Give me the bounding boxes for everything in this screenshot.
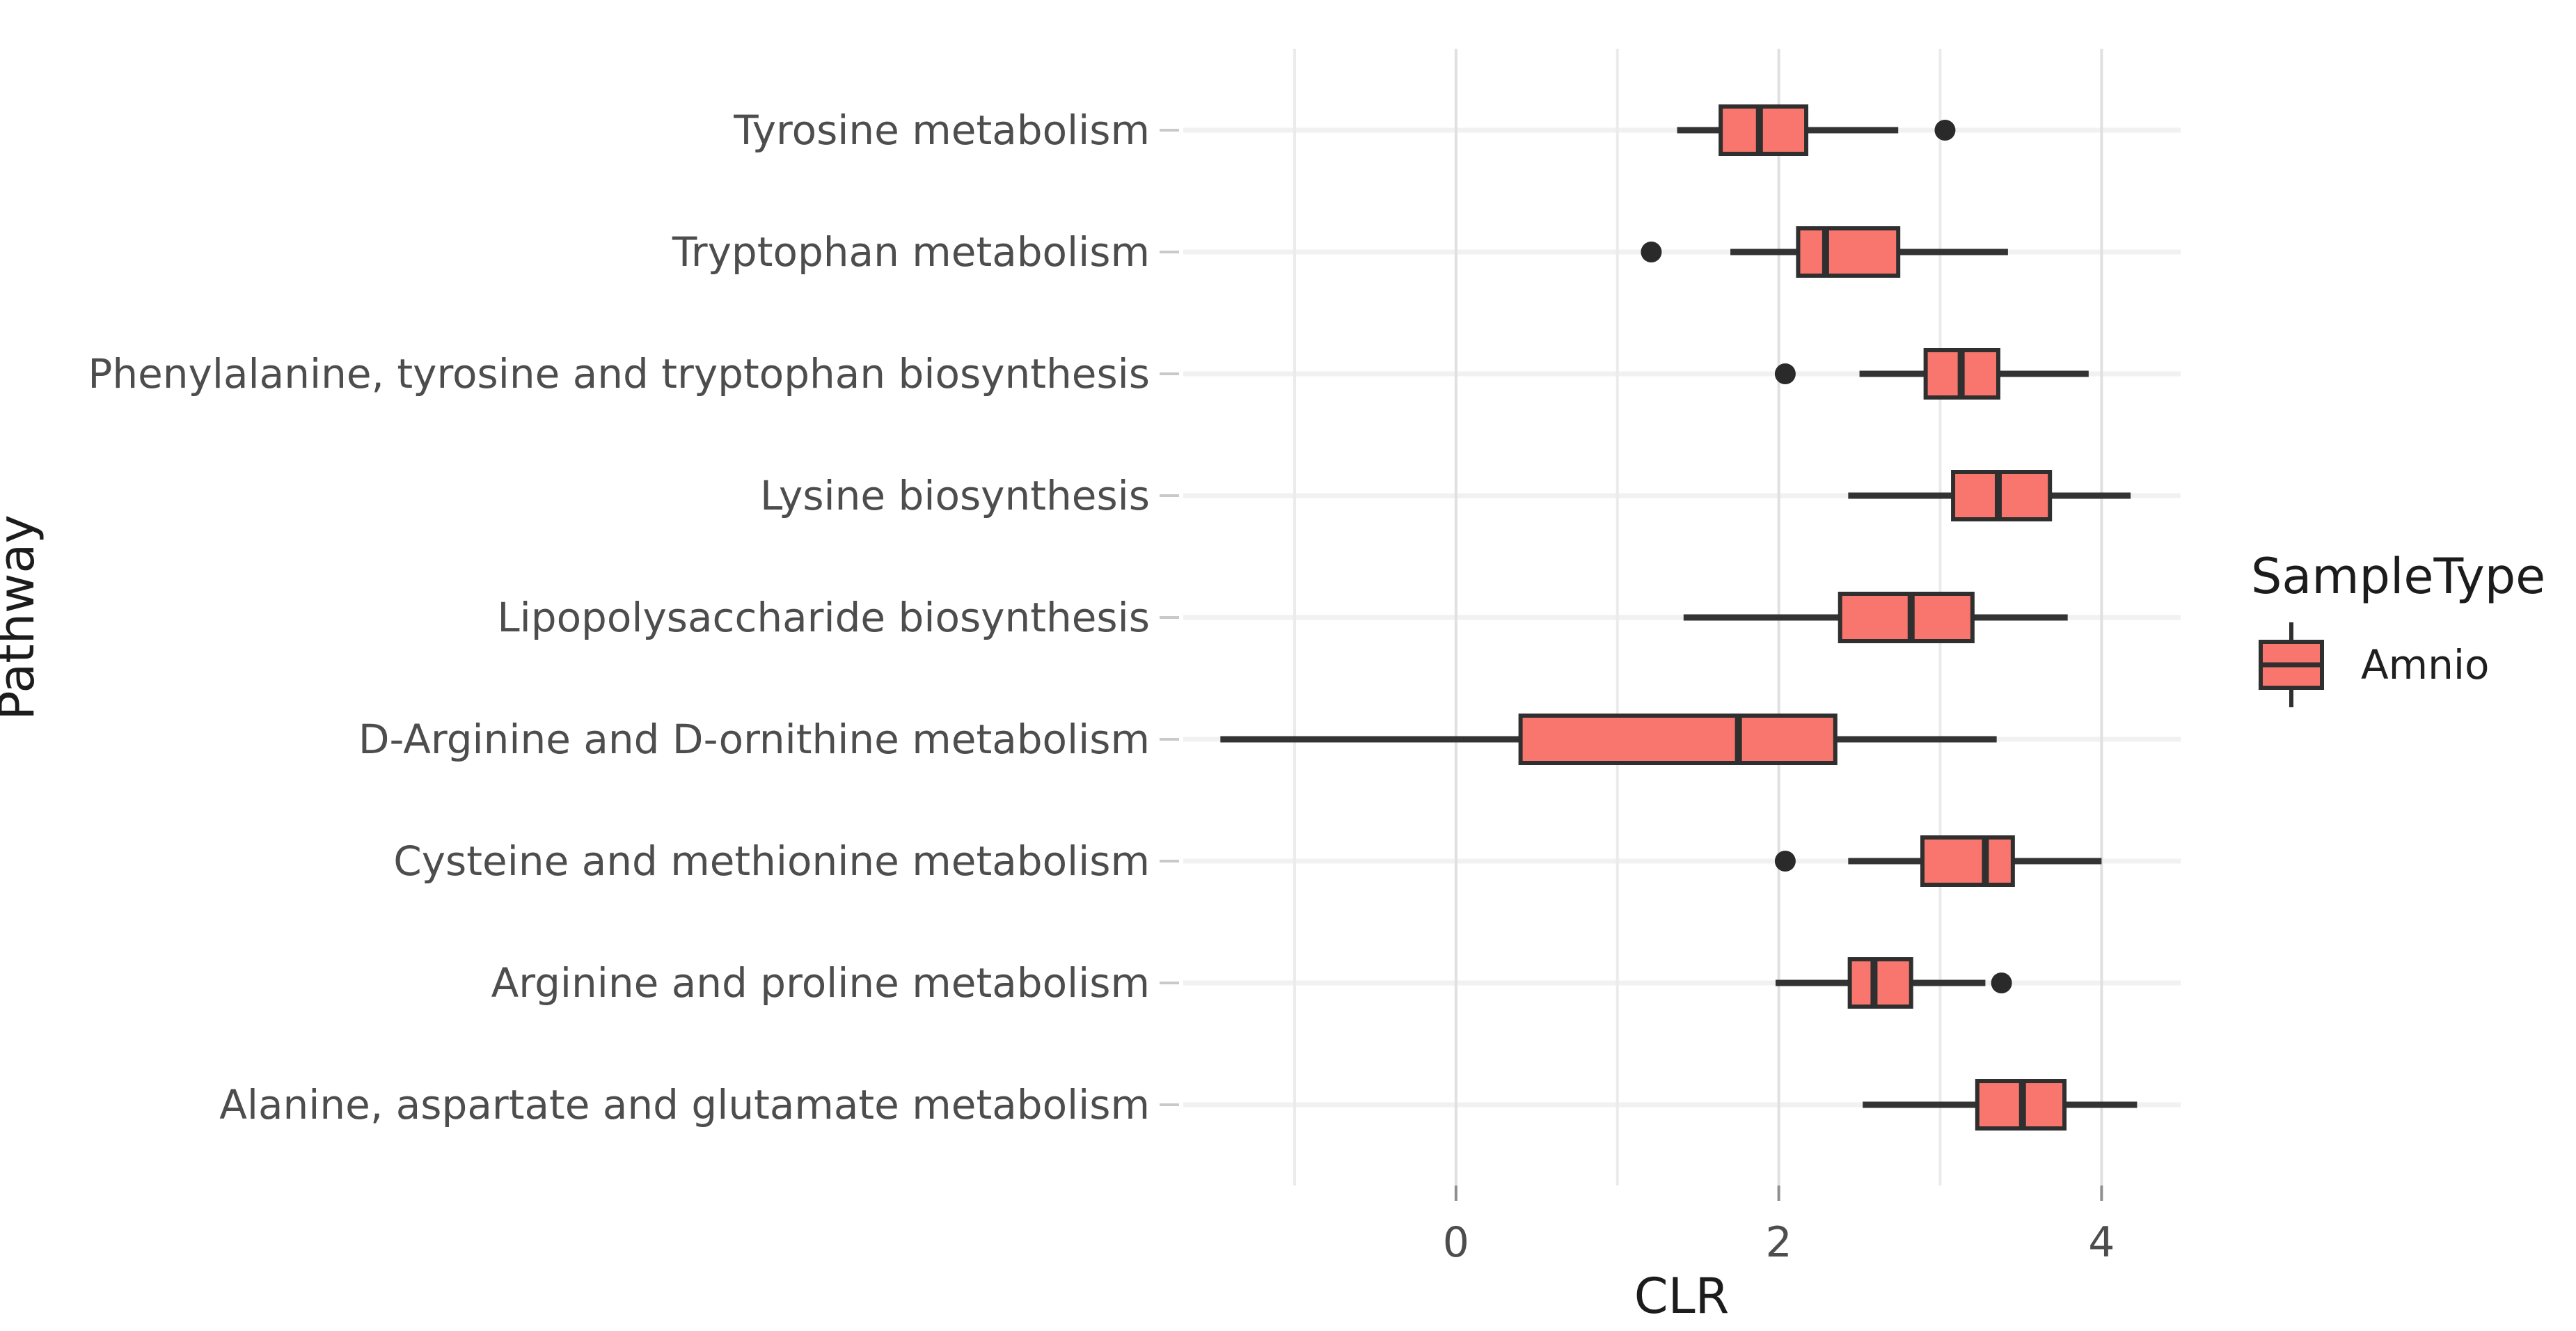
tick-marks-layer bbox=[1160, 129, 2103, 1201]
x-axis-title: CLR bbox=[1634, 1268, 1730, 1325]
outlier-dot bbox=[1641, 242, 1662, 262]
boxplot-row bbox=[1775, 957, 2012, 1009]
boxplot-row bbox=[1848, 470, 2131, 521]
legend: SampleType Amnio bbox=[2251, 548, 2545, 707]
y-axis-title: Pathway bbox=[0, 514, 45, 720]
boxplot-row bbox=[1774, 835, 2102, 887]
y-category-label: Arginine and proline metabolism bbox=[491, 959, 1150, 1007]
boxplot-row bbox=[1220, 714, 1997, 765]
y-category-label: Cysteine and methionine metabolism bbox=[393, 837, 1150, 885]
y-category-label: Phenylalanine, tyrosine and tryptophan b… bbox=[88, 350, 1150, 397]
y-category-label: Alanine, aspartate and glutamate metabol… bbox=[219, 1081, 1150, 1128]
boxplot-row bbox=[1683, 592, 2068, 643]
box-rect bbox=[1796, 226, 1901, 278]
boxplot-marks-layer bbox=[1220, 104, 2138, 1131]
x-tick-label: 2 bbox=[1766, 1218, 1792, 1267]
y-category-label: Tyrosine metabolism bbox=[733, 107, 1150, 154]
x-tick-label: 0 bbox=[1443, 1218, 1469, 1267]
boxplot-row bbox=[1677, 104, 1956, 156]
outlier-dot bbox=[1774, 851, 1796, 872]
y-category-label: D-Arginine and D-ornithine metabolism bbox=[358, 716, 1150, 763]
y-category-label: Tryptophan metabolism bbox=[672, 228, 1150, 276]
box-rect bbox=[1920, 835, 2015, 887]
boxplot-row bbox=[1863, 1079, 2138, 1131]
legend-key-boxplot-icon bbox=[2259, 622, 2324, 707]
legend-item-label: Amnio bbox=[2361, 641, 2490, 688]
axis-tick-labels-layer: 0 2 4 Tyrosine metabolism Tryptophan metabol… bbox=[88, 107, 2115, 1267]
boxplot-row bbox=[1774, 348, 2089, 400]
x-tick-label: 4 bbox=[2088, 1218, 2115, 1267]
outlier-dot bbox=[1774, 363, 1796, 384]
box-rect bbox=[1847, 957, 1913, 1009]
y-category-label: Lipopolysaccharide biosynthesis bbox=[497, 594, 1150, 641]
box-rect bbox=[1718, 104, 1809, 156]
box-rect bbox=[1518, 714, 1838, 765]
box-rect bbox=[1838, 592, 1975, 643]
boxplot-row bbox=[1641, 226, 2008, 278]
outlier-dot bbox=[1991, 972, 2012, 993]
legend-title: SampleType bbox=[2251, 548, 2545, 605]
y-category-label: Lysine biosynthesis bbox=[760, 472, 1150, 519]
outlier-dot bbox=[1934, 120, 1956, 141]
